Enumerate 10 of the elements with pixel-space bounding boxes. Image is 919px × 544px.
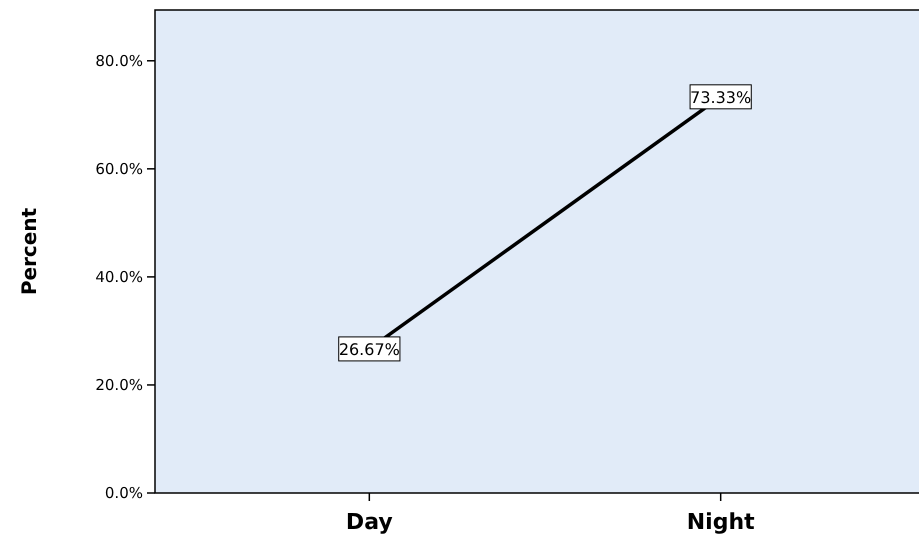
y-tick-label: 80.0% (95, 52, 143, 70)
data-label: 26.67% (338, 340, 400, 359)
data-label: 73.33% (690, 88, 752, 107)
y-tick-label: 0.0% (104, 484, 143, 502)
y-axis-title: Percent (17, 207, 41, 296)
x-tick-label: Day (346, 510, 393, 535)
y-tick-label: 60.0% (95, 160, 143, 178)
y-tick-label: 40.0% (95, 268, 143, 286)
x-tick-label: Night (686, 510, 756, 535)
y-tick-label: 20.0% (95, 376, 143, 394)
